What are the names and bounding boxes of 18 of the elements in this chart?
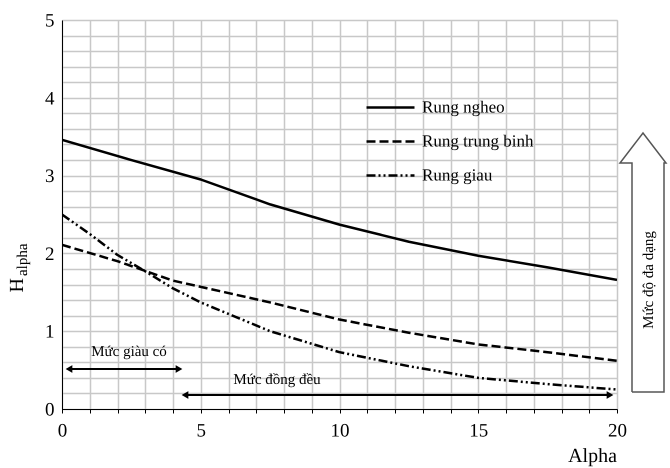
- y-tick-label: 0: [45, 400, 54, 420]
- x-axis-title: Alpha: [568, 445, 618, 467]
- text: Mức độ đa dạng: [641, 230, 657, 329]
- legend-label: Rung ngheo: [422, 98, 505, 116]
- x-tick-label: 10: [330, 420, 350, 442]
- y-tick-label: 1: [45, 322, 54, 343]
- x-tick-label: 20: [608, 420, 627, 442]
- annotation: Mức giàu có: [91, 344, 167, 360]
- legend-label: Rung giau: [422, 166, 493, 184]
- x-tick-label: 15: [469, 420, 488, 442]
- annotation: Mức đồng đều: [233, 372, 322, 388]
- x-tick-label: 5: [196, 420, 206, 442]
- y-tick-label: 3: [45, 166, 54, 188]
- y-axis-title: Halpha: [6, 243, 31, 292]
- y-tick-label: 2: [45, 244, 54, 265]
- legend-label: Rung trung binh: [422, 132, 534, 150]
- y-tick-label: 5: [45, 10, 54, 32]
- y-tick-label: 4: [45, 88, 55, 110]
